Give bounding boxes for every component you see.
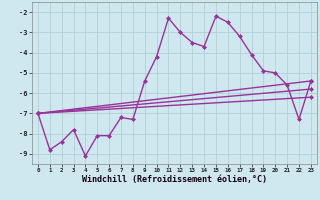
X-axis label: Windchill (Refroidissement éolien,°C): Windchill (Refroidissement éolien,°C) <box>82 175 267 184</box>
